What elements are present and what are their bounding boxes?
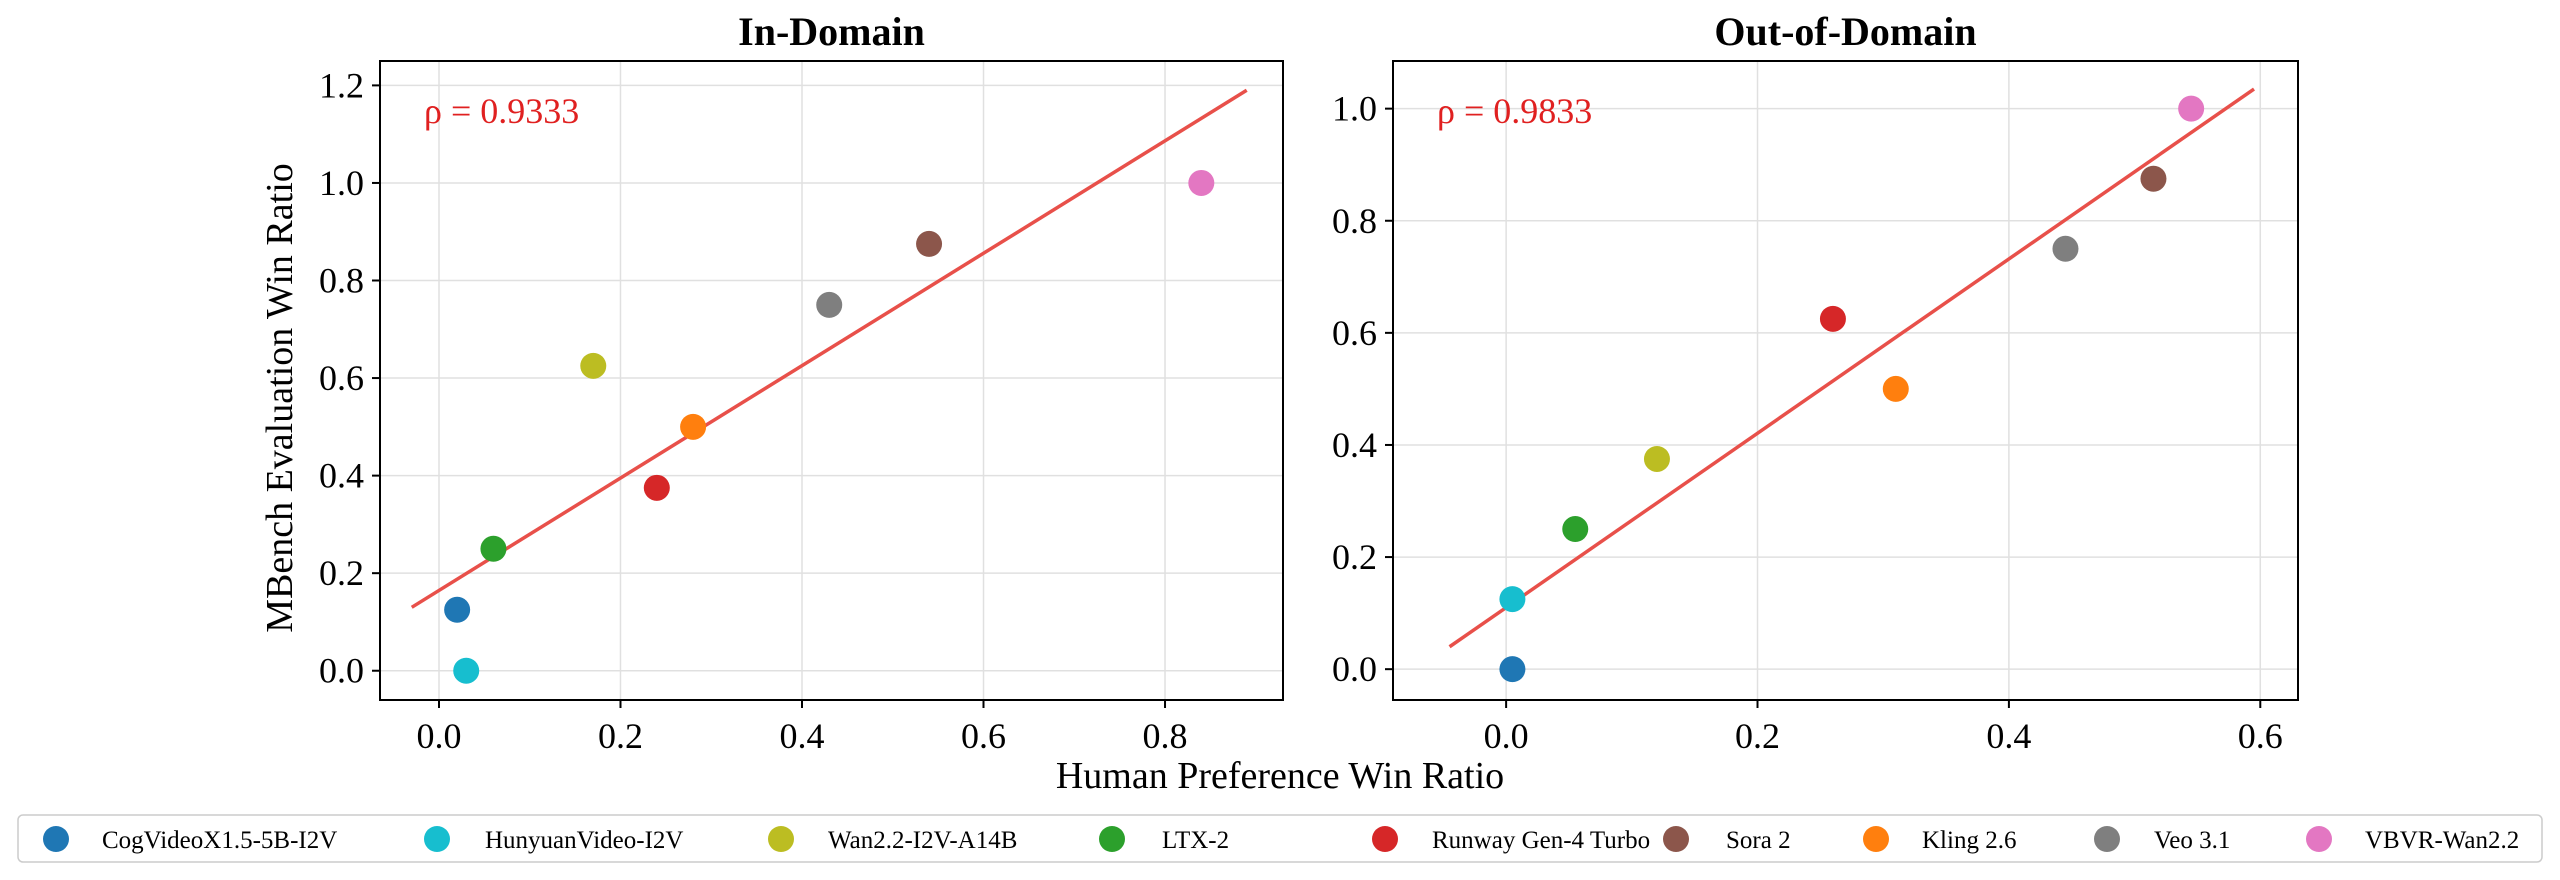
data-point <box>1562 516 1589 543</box>
data-point <box>816 291 843 318</box>
data-point <box>1188 169 1215 196</box>
data-point <box>2140 165 2167 192</box>
data-point <box>1499 586 1526 613</box>
x-tick-label: 0.0 <box>1484 716 1529 756</box>
y-tick-label: 0.8 <box>319 261 364 301</box>
x-tick-label: 0.0 <box>416 716 461 756</box>
y-tick-label: 0.2 <box>1332 537 1377 577</box>
legend-label: CogVideoX1.5-5B-I2V <box>102 827 337 854</box>
y-tick-label: 0.8 <box>1332 201 1377 241</box>
legend-label: Runway Gen-4 Turbo <box>1432 827 1650 854</box>
chart-panel-2: 0.0 0.2 0.4 0.6 0.0 0.2 0.4 0.6 0.8 1.0 ρ = 0.9833… <box>1332 9 2299 756</box>
axes-frame <box>1392 60 2299 701</box>
y-tick-label: 0.6 <box>1332 313 1377 353</box>
y-tick-label: 1.2 <box>319 65 364 105</box>
legend-marker <box>43 826 69 852</box>
y-axis-label: MBench Evaluation Win Ratio <box>259 163 301 633</box>
chart-panel-1: 0.0 0.2 0.4 0.6 0.8 0.0 0.2 0.4 0.6 0.8 1.0 1.2 ρ = … <box>319 9 1284 756</box>
x-tick-label: 0.2 <box>1735 716 1780 756</box>
x-tick-label: 0.4 <box>1986 716 2031 756</box>
y-tick-label: 1.0 <box>1332 89 1377 129</box>
axes-frame <box>379 60 1284 701</box>
y-tick-label: 1.0 <box>319 163 364 203</box>
data-point <box>1499 656 1526 683</box>
y-tick-label: 0.0 <box>1332 649 1377 689</box>
y-tick-label: 0.0 <box>319 651 364 691</box>
legend-marker <box>1372 826 1398 852</box>
legend: CogVideoX1.5-5B-I2V HunyuanVideo-I2V Wan2.… <box>17 814 2543 863</box>
legend-frame <box>17 814 2543 863</box>
y-tick-label: 0.6 <box>319 358 364 398</box>
data-point <box>1882 375 1909 402</box>
legend-marker <box>1099 826 1125 852</box>
data-point <box>453 657 480 684</box>
legend-marker <box>768 826 794 852</box>
chart-title: In-Domain <box>738 9 925 54</box>
legend-label: LTX-2 <box>1162 827 1229 854</box>
x-tick-label: 0.8 <box>1143 716 1188 756</box>
legend-label: Sora 2 <box>1726 827 1791 854</box>
legend-label: VBVR-Wan2.2 <box>2365 827 2519 854</box>
data-point <box>643 474 670 501</box>
y-tick-label: 0.4 <box>1332 425 1377 465</box>
legend-label: Veo 3.1 <box>2154 827 2230 854</box>
legend-label: HunyuanVideo-I2V <box>485 827 683 854</box>
x-tick-label: 0.6 <box>2238 716 2283 756</box>
correlation-annotation: ρ = 0.9833 <box>1437 91 1592 131</box>
data-point <box>580 352 607 379</box>
x-tick-label: 0.4 <box>780 716 825 756</box>
legend-marker <box>2094 826 2120 852</box>
chart-panels: 0.0 0.2 0.4 0.6 0.8 0.0 0.2 0.4 0.6 0.8 1.0 1.2 ρ = … <box>319 9 2299 756</box>
data-point <box>1819 305 1846 332</box>
x-tick-label: 0.6 <box>961 716 1006 756</box>
data-point <box>680 413 707 440</box>
legend-marker <box>1863 826 1889 852</box>
data-point <box>480 535 507 562</box>
y-tick-label: 0.2 <box>319 553 364 593</box>
y-tick-label: 0.4 <box>319 456 364 496</box>
x-tick-label: 0.2 <box>598 716 643 756</box>
legend-marker <box>1663 826 1689 852</box>
legend-marker <box>2306 826 2332 852</box>
data-point <box>2052 235 2079 262</box>
legend-marker <box>424 826 450 852</box>
legend-label: Wan2.2-I2V-A14B <box>828 827 1017 854</box>
x-axis-label: Human Preference Win Ratio <box>1056 755 1504 797</box>
data-point <box>2178 95 2205 122</box>
data-point <box>1643 445 1670 472</box>
legend-label: Kling 2.6 <box>1922 827 2016 854</box>
correlation-annotation: ρ = 0.9333 <box>424 91 579 131</box>
data-point <box>916 230 943 257</box>
regression-line <box>410 88 1248 609</box>
chart-title: Out-of-Domain <box>1714 9 1976 54</box>
data-point <box>444 596 471 623</box>
regression-line <box>1448 87 2256 649</box>
